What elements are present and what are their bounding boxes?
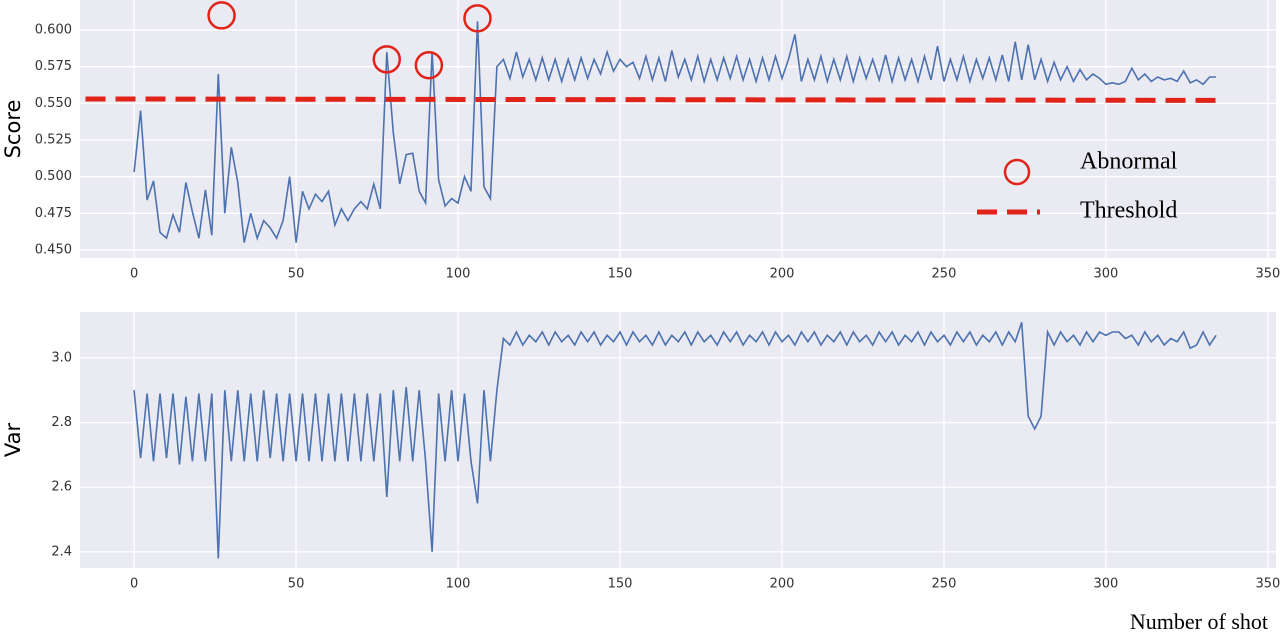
plot-area: [80, 0, 1276, 258]
x-tick-label: 0: [130, 267, 138, 282]
x-tick-label: 150: [608, 577, 633, 592]
abnormal-marker: [372, 45, 402, 74]
y-tick-label: 0.475: [35, 206, 72, 221]
y-tick-label: 0.600: [35, 23, 72, 38]
legend-abnormal-label: Abnormal: [1080, 149, 1178, 175]
y-tick-label: 3.0: [51, 350, 72, 365]
data-line: [133, 21, 1217, 243]
y-tick-label: 0.500: [35, 169, 72, 184]
x-tick-label: 150: [608, 267, 633, 282]
abnormal-marker: [207, 1, 236, 30]
abnormal-marker: [414, 50, 444, 80]
x-tick-label: 100: [446, 577, 471, 592]
y-tick-label: 2.6: [51, 480, 72, 495]
legend-abnormal-swatch: [1003, 158, 1031, 186]
threshold-line: [85, 96, 1223, 103]
x-tick-label: 300: [1094, 577, 1119, 592]
y-axis-label: Score: [1, 100, 25, 159]
x-tick-label: 200: [770, 577, 795, 592]
x-tick-label: 350: [1255, 577, 1280, 592]
x-tick-label: 250: [932, 577, 957, 592]
x-tick-label: 300: [1094, 267, 1119, 282]
x-tick-label: 0: [130, 577, 138, 592]
y-tick-label: 0.550: [35, 96, 72, 111]
y-tick-label: 0.575: [35, 59, 72, 74]
x-tick-label: 250: [932, 267, 957, 282]
x-tick-label: 50: [288, 577, 305, 592]
data-line: [133, 322, 1217, 559]
plot-area: [80, 312, 1276, 568]
x-tick-label: 100: [446, 267, 471, 282]
y-tick-label: 0.450: [35, 242, 72, 257]
x-tick-label: 350: [1255, 267, 1280, 282]
abnormal-marker: [463, 4, 492, 33]
y-tick-label: 0.525: [35, 132, 72, 147]
y-axis-label: Var: [1, 423, 25, 458]
y-tick-label: 2.4: [51, 544, 72, 559]
y-tick-label: 2.8: [51, 415, 72, 430]
x-tick-label: 50: [288, 267, 305, 282]
x-tick-label: 200: [770, 267, 795, 282]
legend-threshold-label: Threshold: [1080, 198, 1177, 224]
x-axis-label: Number of shot: [1130, 609, 1268, 634]
